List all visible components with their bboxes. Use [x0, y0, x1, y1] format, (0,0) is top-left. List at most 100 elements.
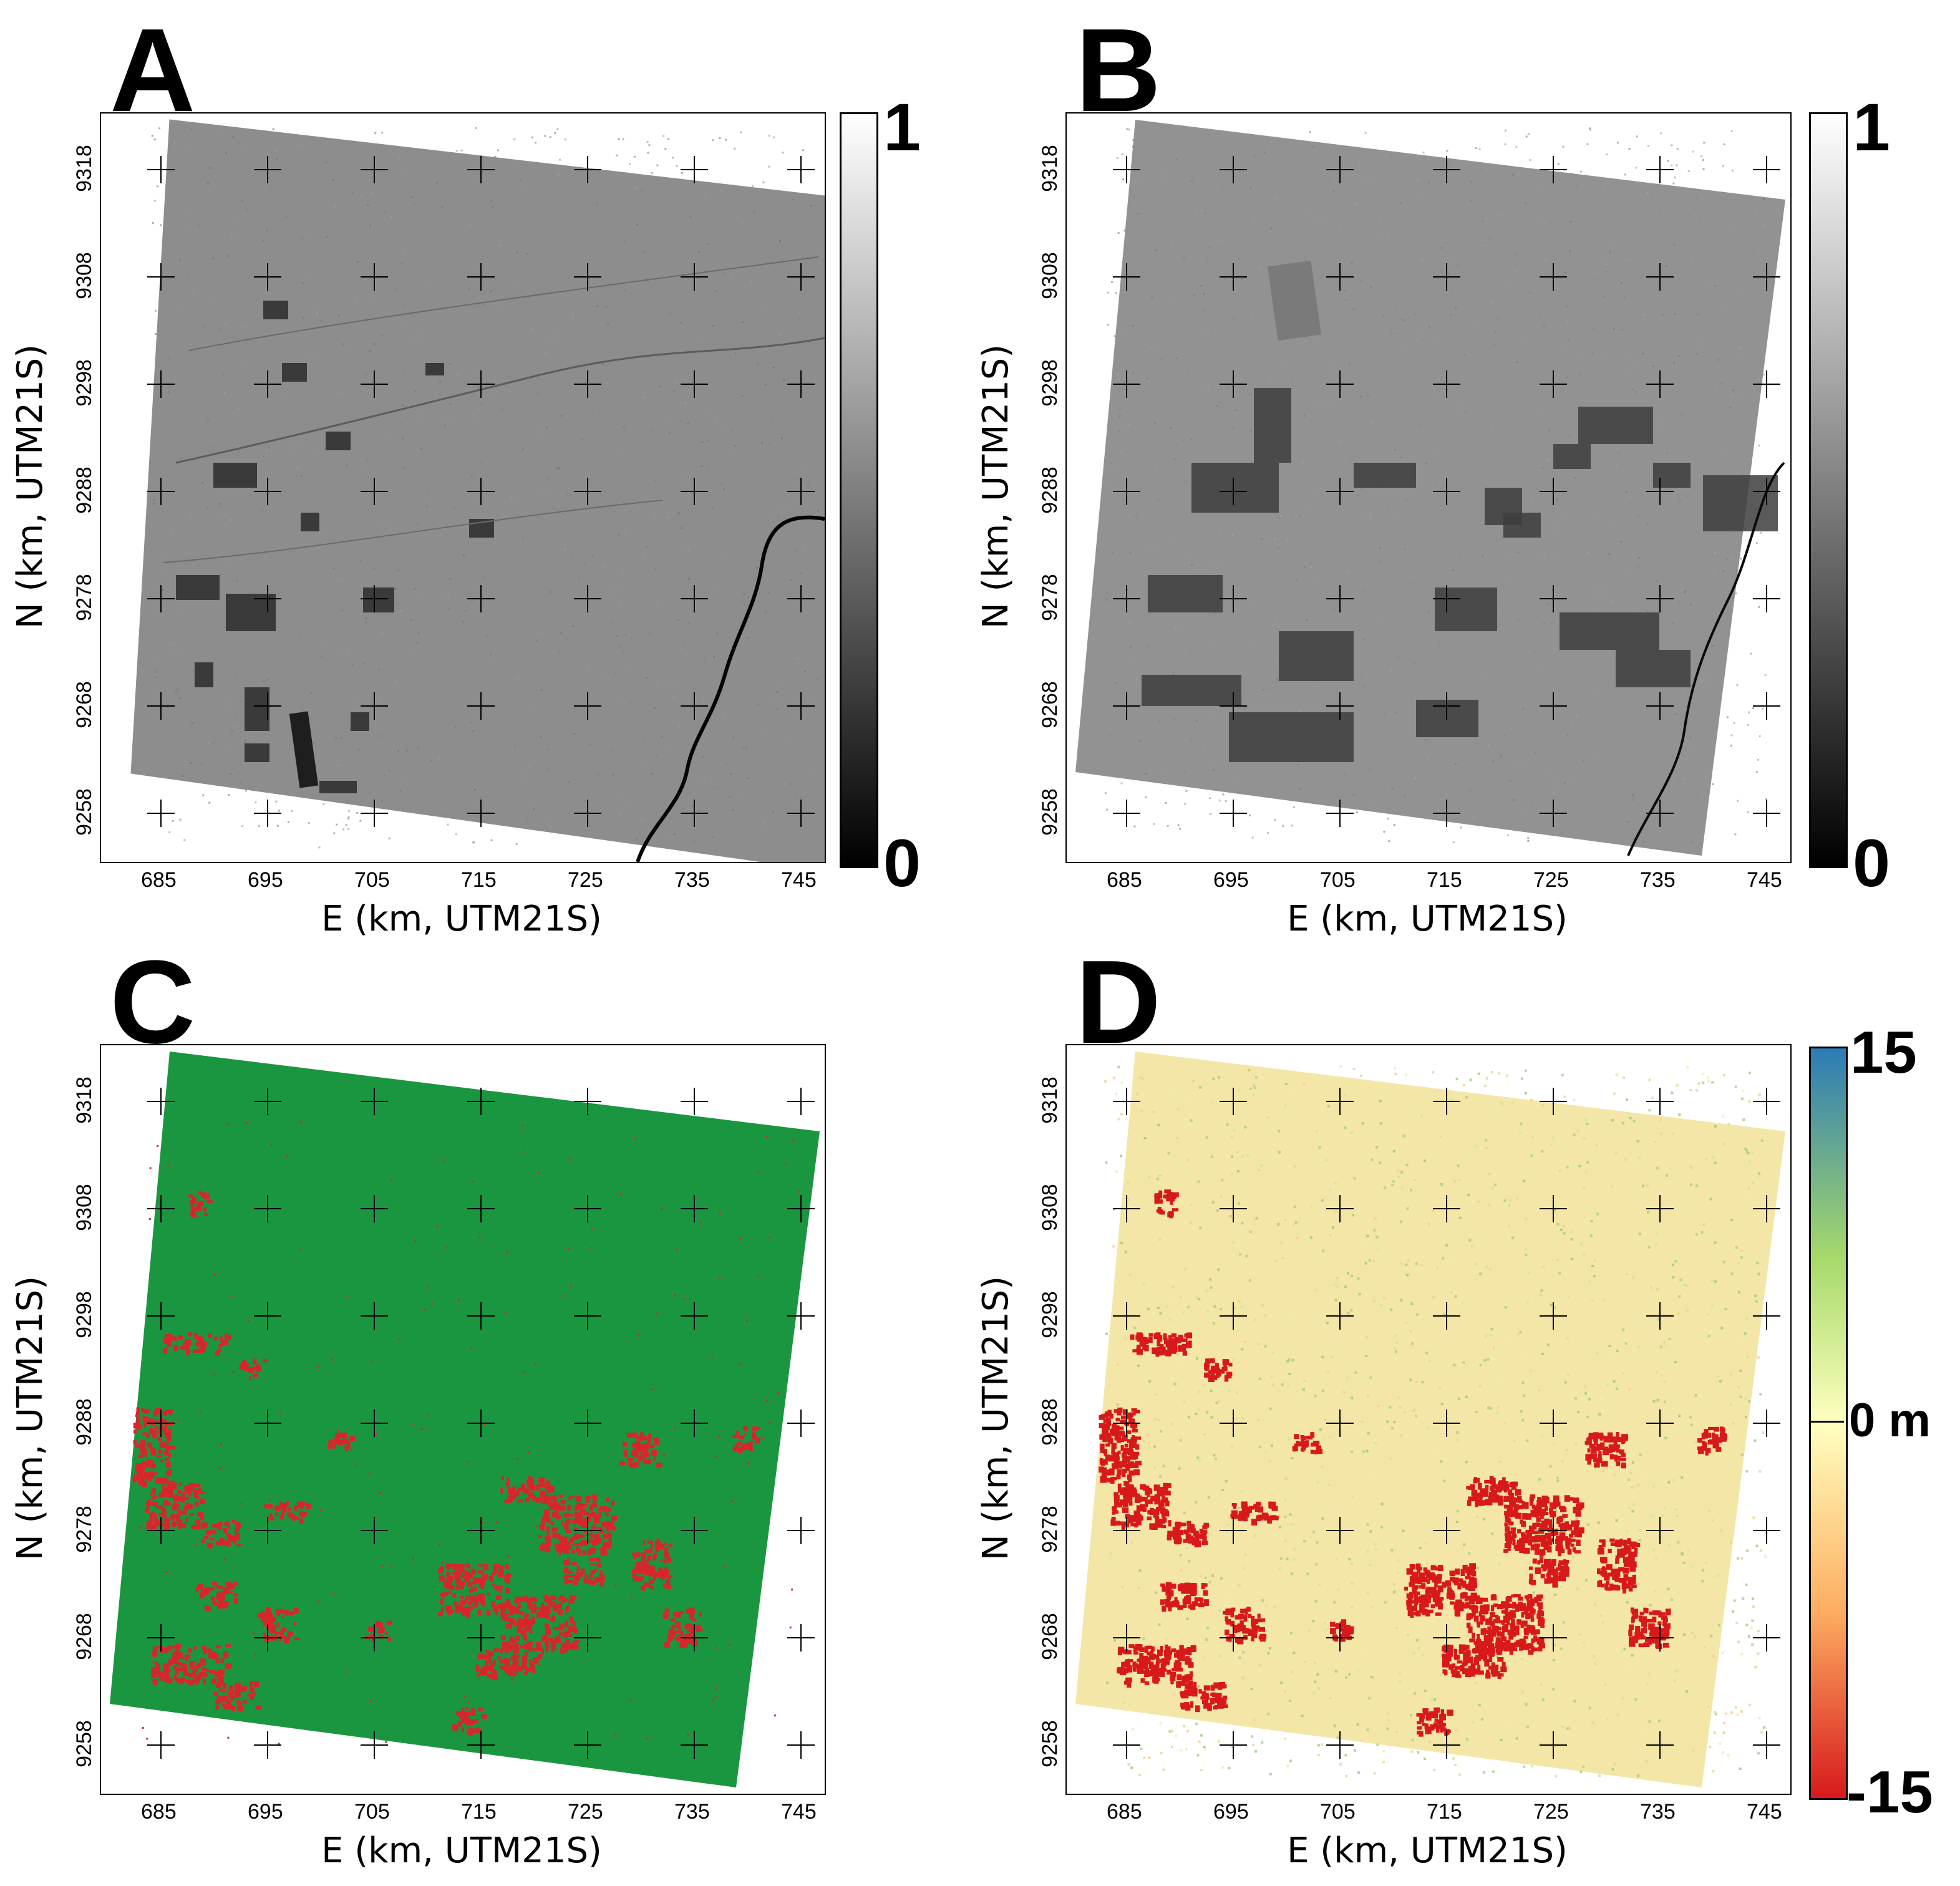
deforestation-pixel — [512, 1489, 516, 1493]
deforestation-pixel — [510, 1605, 517, 1611]
change-pixel — [1521, 1419, 1525, 1422]
change-pixel — [1409, 1378, 1412, 1381]
speckle — [788, 271, 790, 274]
change-pixel — [1515, 1737, 1518, 1740]
deforestation-pixel — [215, 1698, 221, 1705]
change-pixel — [1732, 1422, 1735, 1425]
speckle — [802, 149, 805, 152]
speckle — [672, 340, 674, 342]
change-pixel — [1312, 1531, 1316, 1534]
deforestation-pixel — [178, 1335, 183, 1340]
deforestation-pixel — [147, 1418, 153, 1424]
change-pixel — [1494, 1378, 1497, 1381]
change-pixel — [1719, 1380, 1722, 1383]
clearing-patch — [1267, 260, 1322, 341]
deforestation-pixel — [164, 1499, 169, 1503]
speckle — [1191, 564, 1193, 566]
speckle — [1220, 402, 1222, 404]
deforestation-pixel — [233, 1538, 236, 1544]
deforestation-pixel — [214, 1584, 218, 1587]
change-pixel — [1190, 1298, 1193, 1302]
change-pixel — [1269, 1772, 1272, 1776]
deforestation-pixel — [160, 1441, 165, 1446]
deforestation-pixel — [235, 1532, 240, 1539]
change-pixel — [1739, 1341, 1742, 1344]
speckle — [1279, 577, 1281, 579]
deforestation-pixel — [559, 1505, 566, 1511]
speckle — [498, 244, 501, 246]
speckle — [398, 157, 400, 160]
speckle — [470, 515, 473, 518]
change-pixel — [1306, 1124, 1309, 1127]
grid-cross — [361, 1517, 388, 1544]
change-pixel — [1238, 1584, 1241, 1587]
speckle — [619, 645, 621, 647]
change-pixel — [1594, 1662, 1597, 1665]
speckle — [1479, 792, 1482, 795]
speckle — [754, 607, 756, 609]
deforestation-pixel — [575, 1547, 580, 1552]
deforestation-pixel — [455, 1564, 460, 1570]
deforestation-pixel — [483, 1666, 489, 1670]
speckle — [531, 136, 533, 138]
deforestation-pixel — [546, 1610, 551, 1614]
deforestation-pixel — [287, 1632, 291, 1637]
change-pixel — [1488, 1173, 1492, 1176]
speckle — [742, 662, 745, 665]
speckle — [643, 742, 645, 744]
speckle — [680, 647, 682, 650]
grid-cross — [147, 1410, 175, 1437]
deforestation-pixel — [436, 1225, 439, 1227]
deforestation-pixel — [656, 1547, 659, 1550]
change-pixel — [1470, 1244, 1473, 1247]
change-pixel — [1560, 1647, 1563, 1650]
speckle — [1718, 221, 1720, 223]
deforestation-pixel — [224, 1521, 230, 1527]
deforestation-pixel — [570, 1285, 572, 1287]
deforestation-pixel — [338, 1440, 344, 1444]
change-pixel — [1394, 1073, 1397, 1076]
deforestation-pixel — [439, 1566, 444, 1572]
speckle — [1360, 279, 1362, 282]
speckle — [1500, 755, 1503, 757]
speckle — [1165, 801, 1167, 804]
speckle — [1111, 552, 1113, 554]
deforestation-pixel — [641, 1558, 646, 1561]
speckle — [1416, 191, 1419, 194]
speckle — [1249, 394, 1251, 396]
speckle — [1274, 621, 1276, 623]
speckle — [1544, 772, 1546, 775]
speckle — [1312, 145, 1314, 148]
speckle — [1427, 758, 1429, 761]
grid-cross — [1433, 263, 1460, 291]
grid-cross — [574, 370, 601, 398]
change-pixel — [1710, 1635, 1713, 1638]
speckle — [426, 770, 429, 773]
change-pixel — [1120, 1242, 1123, 1245]
speckle — [266, 765, 268, 767]
speckle — [778, 334, 780, 336]
speckle — [210, 505, 212, 508]
deforestation-pixel — [560, 1499, 566, 1505]
deforestation-pixel — [529, 1630, 533, 1634]
change-pixel — [1379, 1122, 1382, 1125]
speckle — [1517, 619, 1520, 621]
deforestation-pixel — [188, 1673, 194, 1678]
speckle — [1662, 423, 1665, 425]
change-pixel — [1677, 1541, 1680, 1544]
speckle — [1510, 728, 1512, 730]
speckle — [356, 682, 358, 684]
speckle — [806, 695, 808, 698]
deforestation-pixel — [167, 1663, 170, 1669]
change-pixel — [1600, 1614, 1603, 1617]
change-pixel — [1228, 1766, 1231, 1769]
speckle — [153, 498, 155, 501]
deforestation-pixel — [375, 1433, 377, 1436]
speckle — [755, 567, 758, 569]
deforestation-pixel — [777, 1392, 780, 1395]
deforestation-pixel — [431, 1302, 434, 1305]
change-pixel — [1170, 1687, 1173, 1690]
deforestation-pixel — [526, 1618, 532, 1625]
speckle — [1348, 363, 1351, 365]
grid-cross — [1326, 692, 1354, 720]
